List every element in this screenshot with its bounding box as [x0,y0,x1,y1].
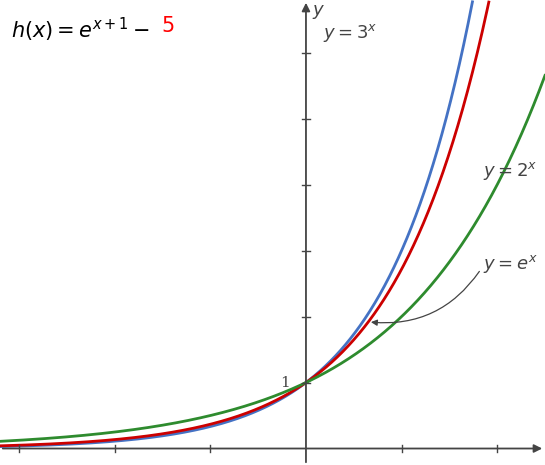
Text: $x$: $x$ [534,461,545,465]
Text: $y = 2^x$: $y = 2^x$ [483,160,537,182]
Text: 1: 1 [280,376,290,390]
Text: $y$: $y$ [312,3,325,21]
Text: $5$: $5$ [161,16,174,36]
Text: $y = 3^x$: $y = 3^x$ [323,22,378,44]
Text: $y = e^x$: $y = e^x$ [483,253,537,275]
Text: $h(x) = e^{x+1} - $: $h(x) = e^{x+1} - $ [11,16,150,45]
